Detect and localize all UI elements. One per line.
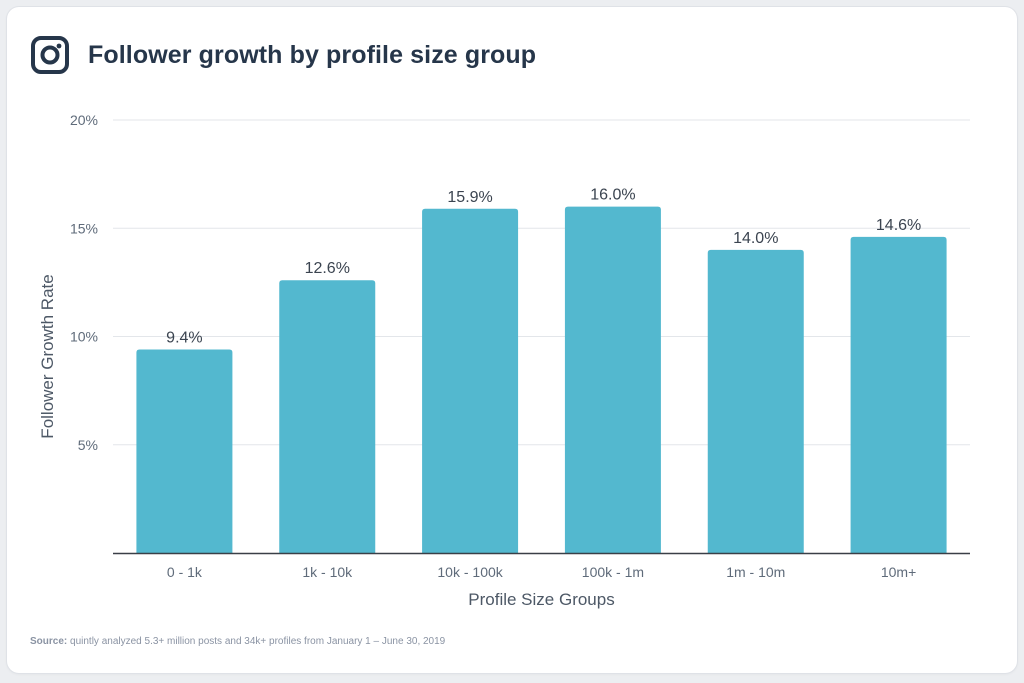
y-tick-label: 15% xyxy=(70,220,98,236)
bar xyxy=(422,208,519,553)
y-tick-label: 20% xyxy=(70,112,98,128)
y-tick-label: 10% xyxy=(70,329,98,345)
x-tick-label: 10k - 100k xyxy=(437,564,503,580)
y-axis-ticks: 5% 10% 15% 20% xyxy=(70,112,98,453)
bar-value-label: 15.9% xyxy=(447,189,492,206)
x-tick-label: 100k - 1m xyxy=(582,564,644,580)
x-tick-label: 1m - 10m xyxy=(726,564,785,580)
bar-value-label: 14.0% xyxy=(733,230,778,247)
bar xyxy=(707,249,804,553)
bar-value-label: 12.6% xyxy=(305,260,350,277)
gridlines xyxy=(113,119,970,446)
bar xyxy=(279,280,376,553)
bar-value-labels: 9.4% 12.6% 15.9% 16.0% 14.0% 14.6% xyxy=(166,187,921,347)
source-label: Source: xyxy=(30,636,68,647)
x-axis-title: Profile Size Groups xyxy=(468,590,614,609)
x-axis-ticks: 0 - 1k 1k - 10k 10k - 100k 100k - 1m 1m - 10… xyxy=(167,564,916,580)
chart-header: Follower growth by profile size group xyxy=(30,34,536,76)
bar xyxy=(136,349,233,553)
bar xyxy=(564,206,661,553)
bar-value-label: 16.0% xyxy=(590,187,635,204)
bar-value-label: 14.6% xyxy=(876,217,921,234)
x-tick-label: 10m+ xyxy=(881,564,916,580)
source-note: Source: quintly analyzed 5.3+ million po… xyxy=(30,636,445,647)
x-tick-label: 1k - 10k xyxy=(302,564,353,580)
chart-title: Follower growth by profile size group xyxy=(88,40,537,69)
bars xyxy=(136,206,947,553)
x-tick-label: 0 - 1k xyxy=(167,564,203,580)
y-tick-label: 5% xyxy=(78,437,98,453)
instagram-icon xyxy=(31,36,69,74)
y-axis-title: Follower Growth Rate xyxy=(38,274,57,438)
bar xyxy=(850,236,947,553)
source-text: quintly analyzed 5.3+ million posts and … xyxy=(67,636,446,647)
bar-value-label: 9.4% xyxy=(166,329,202,346)
